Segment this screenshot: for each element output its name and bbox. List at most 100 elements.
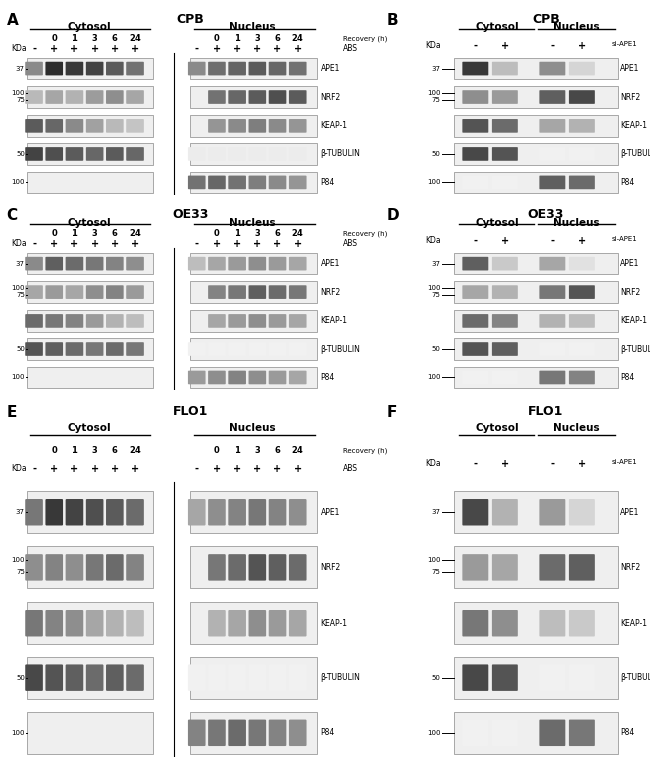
FancyBboxPatch shape <box>540 342 566 356</box>
Bar <box>190 602 317 644</box>
Text: +: + <box>294 464 302 474</box>
Text: Cytosol: Cytosol <box>475 22 519 32</box>
Text: 37: 37 <box>16 66 25 72</box>
FancyBboxPatch shape <box>188 499 205 526</box>
Text: Nucleus: Nucleus <box>553 22 600 32</box>
Text: NRF2: NRF2 <box>320 563 341 572</box>
FancyBboxPatch shape <box>289 314 307 327</box>
Text: Cytosol: Cytosol <box>475 217 519 227</box>
FancyBboxPatch shape <box>46 314 63 327</box>
FancyBboxPatch shape <box>106 285 124 299</box>
FancyBboxPatch shape <box>208 62 226 76</box>
FancyBboxPatch shape <box>86 314 103 327</box>
FancyBboxPatch shape <box>126 257 144 271</box>
FancyBboxPatch shape <box>540 665 566 691</box>
FancyBboxPatch shape <box>268 257 287 271</box>
Text: 100: 100 <box>11 375 25 380</box>
FancyBboxPatch shape <box>208 119 226 132</box>
Text: β-TUBULIN: β-TUBULIN <box>320 149 360 158</box>
FancyBboxPatch shape <box>268 147 287 161</box>
Text: KDa: KDa <box>11 239 27 248</box>
Text: Nucleus: Nucleus <box>553 423 600 433</box>
Text: D: D <box>387 208 399 223</box>
FancyBboxPatch shape <box>188 371 205 384</box>
FancyBboxPatch shape <box>268 176 287 189</box>
FancyBboxPatch shape <box>126 610 144 636</box>
FancyBboxPatch shape <box>289 176 307 189</box>
Text: KEAP-1: KEAP-1 <box>320 317 348 325</box>
FancyBboxPatch shape <box>248 610 266 636</box>
Text: FLO1: FLO1 <box>528 405 564 418</box>
FancyBboxPatch shape <box>188 176 205 189</box>
Bar <box>454 546 618 588</box>
FancyBboxPatch shape <box>492 285 518 299</box>
FancyBboxPatch shape <box>289 119 307 132</box>
Text: 37: 37 <box>16 509 25 516</box>
FancyBboxPatch shape <box>248 62 266 76</box>
Text: 3: 3 <box>254 34 260 44</box>
Text: 24: 24 <box>292 446 304 455</box>
FancyBboxPatch shape <box>208 342 226 356</box>
FancyBboxPatch shape <box>106 499 124 526</box>
Text: si-APE1: si-APE1 <box>612 458 637 464</box>
FancyBboxPatch shape <box>462 119 488 132</box>
Text: -: - <box>32 44 36 54</box>
Text: 50: 50 <box>16 675 25 681</box>
Text: KDa: KDa <box>425 458 441 467</box>
FancyBboxPatch shape <box>268 371 287 384</box>
Text: +: + <box>294 239 302 249</box>
FancyBboxPatch shape <box>46 90 63 104</box>
FancyBboxPatch shape <box>569 147 595 161</box>
FancyBboxPatch shape <box>208 176 226 189</box>
FancyBboxPatch shape <box>268 665 287 691</box>
Text: -: - <box>473 41 477 50</box>
FancyBboxPatch shape <box>248 665 266 691</box>
Text: Nucleus: Nucleus <box>229 22 276 32</box>
FancyBboxPatch shape <box>492 119 518 132</box>
Text: +: + <box>294 44 302 54</box>
FancyBboxPatch shape <box>188 62 205 76</box>
FancyBboxPatch shape <box>492 314 518 327</box>
FancyBboxPatch shape <box>228 371 246 384</box>
FancyBboxPatch shape <box>248 285 266 299</box>
Bar <box>27 143 153 164</box>
FancyBboxPatch shape <box>248 90 266 104</box>
Text: 100: 100 <box>11 285 25 291</box>
Text: 24: 24 <box>129 446 141 455</box>
Text: +: + <box>500 41 509 50</box>
FancyBboxPatch shape <box>248 147 266 161</box>
FancyBboxPatch shape <box>268 554 287 581</box>
FancyBboxPatch shape <box>248 176 266 189</box>
FancyBboxPatch shape <box>248 371 266 384</box>
Text: KDa: KDa <box>11 44 27 53</box>
Bar <box>454 602 618 644</box>
Bar <box>190 252 317 275</box>
Bar <box>190 546 317 588</box>
Text: KDa: KDa <box>425 236 441 245</box>
FancyBboxPatch shape <box>66 342 83 356</box>
Text: Cytosol: Cytosol <box>68 217 111 227</box>
Text: P84: P84 <box>320 373 335 382</box>
Text: +: + <box>90 44 99 54</box>
Bar <box>190 282 317 303</box>
Text: -: - <box>32 239 36 249</box>
FancyBboxPatch shape <box>268 90 287 104</box>
FancyBboxPatch shape <box>289 62 307 76</box>
FancyBboxPatch shape <box>492 371 518 384</box>
Text: +: + <box>578 236 586 246</box>
Text: NRF2: NRF2 <box>620 288 641 297</box>
Text: KDa: KDa <box>11 464 27 473</box>
Text: 75: 75 <box>432 96 441 103</box>
FancyBboxPatch shape <box>106 610 124 636</box>
FancyBboxPatch shape <box>208 90 226 104</box>
Text: β-TUBULIN: β-TUBULIN <box>320 673 360 682</box>
FancyBboxPatch shape <box>228 90 246 104</box>
Text: 0: 0 <box>51 446 57 455</box>
Text: -: - <box>551 458 554 468</box>
FancyBboxPatch shape <box>569 176 595 189</box>
FancyBboxPatch shape <box>126 119 144 132</box>
Text: 100: 100 <box>427 730 441 736</box>
Text: 100: 100 <box>427 375 441 380</box>
FancyBboxPatch shape <box>268 62 287 76</box>
Bar <box>190 86 317 108</box>
